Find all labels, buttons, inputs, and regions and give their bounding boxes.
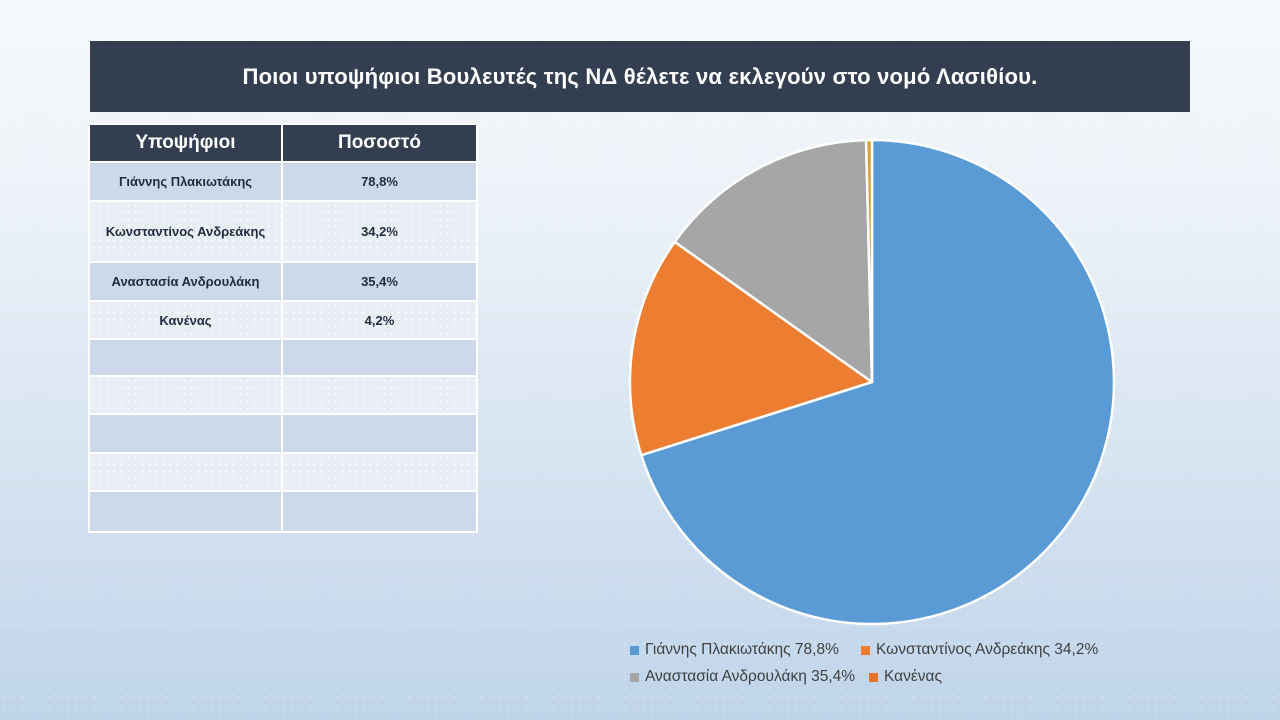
candidate-cell: Κανένας xyxy=(90,300,282,339)
title-bar: Ποιοι υποψήφιοι Βουλευτές της ΝΔ θέλετε … xyxy=(90,41,1190,112)
candidate-cell: Κωνσταντίνος Ανδρεάκης xyxy=(90,200,282,262)
candidate-cell xyxy=(90,338,282,376)
results-table: Υποψήφιοι Ποσοστό Γιάννης Πλακιωτάκης 78,… xyxy=(90,125,476,531)
candidate-cell xyxy=(90,490,282,531)
table-body: Γιάννης Πλακιωτάκης 78,8% Κωνσταντίνος Ανδ… xyxy=(90,161,476,531)
table-row: Γιάννης Πλακιωτάκης 78,8% xyxy=(90,161,476,201)
percent-cell xyxy=(281,413,476,453)
table-row: Κωνσταντίνος Ανδρεάκης 34,2% xyxy=(90,200,476,262)
percent-cell xyxy=(281,490,476,531)
candidate-cell: Γιάννης Πλακιωτάκης xyxy=(90,161,282,201)
table-row-empty xyxy=(90,490,476,531)
legend-label: Γιάννης Πλακιωτάκης 78,8% xyxy=(645,641,839,658)
pie-slice-3 xyxy=(673,138,874,384)
table-row: Κανένας 4,2% xyxy=(90,300,476,339)
legend-label: Αναστασία Ανδρουλάκη 35,4% xyxy=(645,668,856,685)
table-header: Υποψήφιοι Ποσοστό xyxy=(90,125,476,162)
table-row-empty xyxy=(90,338,476,376)
candidate-cell xyxy=(90,413,282,453)
column-header-percentage: Ποσοστό xyxy=(281,125,476,162)
table-header-row: Υποψήφιοι Ποσοστό xyxy=(90,125,476,162)
percent-cell xyxy=(281,375,476,414)
column-header-candidates: Υποψήφιοι xyxy=(90,125,282,162)
percent-cell: 35,4% xyxy=(281,261,476,301)
legend-label: Κανένας xyxy=(884,668,942,685)
legend-marker-orange-icon xyxy=(861,645,870,655)
pie-slice-1 xyxy=(640,138,1116,626)
table-row-empty xyxy=(90,452,476,491)
percent-cell xyxy=(281,338,476,376)
page-title: Ποιοι υποψήφιοι Βουλευτές της ΝΔ θέλετε … xyxy=(242,63,1038,89)
percent-cell: 78,8% xyxy=(281,161,476,201)
legend-item: Κανένας xyxy=(869,668,942,686)
percent-cell: 4,2% xyxy=(281,300,476,339)
table-row-empty xyxy=(90,375,476,414)
legend-item: Αναστασία Ανδρουλάκη 35,4% xyxy=(630,668,855,686)
pie-chart xyxy=(628,138,1116,626)
table-row: Αναστασία Ανδρουλάκη 35,4% xyxy=(90,261,476,301)
table-row-empty xyxy=(90,413,476,453)
percent-cell xyxy=(281,452,476,491)
legend-marker-gray-icon xyxy=(630,672,639,682)
candidate-cell xyxy=(90,375,282,414)
pie-slice-4 xyxy=(864,138,874,384)
legend-label: Κωνσταντίνος Ανδρεάκης 34,2% xyxy=(876,641,1099,658)
legend-marker-orange2-icon xyxy=(869,672,878,682)
pie-slice-2 xyxy=(628,240,874,457)
candidate-cell xyxy=(90,452,282,491)
legend-item: Γιάννης Πλακιωτάκης 78,8% xyxy=(630,641,839,659)
legend-item: Κωνσταντίνος Ανδρεάκης 34,2% xyxy=(861,641,1098,659)
legend-marker-blue-icon xyxy=(630,645,639,655)
percent-cell: 34,2% xyxy=(281,200,476,262)
candidate-cell: Αναστασία Ανδρουλάκη xyxy=(90,261,282,301)
